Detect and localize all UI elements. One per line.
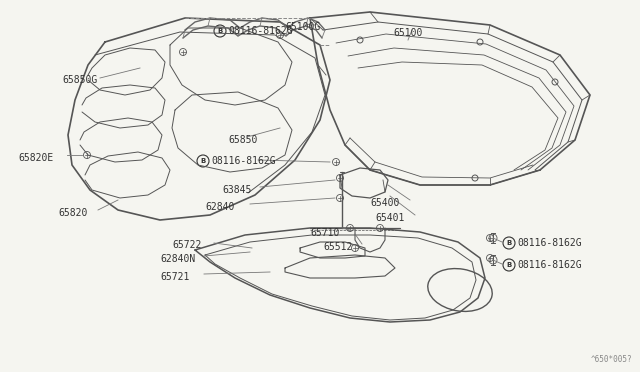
Text: B: B: [506, 262, 511, 268]
Text: B: B: [506, 240, 511, 246]
Text: B: B: [218, 28, 223, 34]
Text: 08116-8162G: 08116-8162G: [211, 156, 276, 166]
Text: ^650*005?: ^650*005?: [590, 355, 632, 364]
Text: 65100G: 65100G: [285, 22, 320, 32]
Text: 08116-8162G: 08116-8162G: [517, 260, 582, 270]
Text: B: B: [200, 158, 205, 164]
Text: 65820E: 65820E: [18, 153, 53, 163]
Text: 65400: 65400: [370, 198, 399, 208]
Text: 08116-8162G: 08116-8162G: [517, 238, 582, 248]
Text: 65820: 65820: [58, 208, 88, 218]
Text: 65401: 65401: [375, 213, 404, 223]
Text: 65850: 65850: [228, 135, 257, 145]
Text: 65722: 65722: [172, 240, 202, 250]
Text: 65850G: 65850G: [62, 75, 97, 85]
Text: 65721: 65721: [160, 272, 189, 282]
Text: 08116-8162G: 08116-8162G: [228, 26, 292, 36]
Text: 62840: 62840: [205, 202, 234, 212]
Text: 65512: 65512: [323, 242, 353, 252]
Text: 62840N: 62840N: [160, 254, 195, 264]
Text: 65710: 65710: [310, 228, 339, 238]
Text: 63845: 63845: [222, 185, 252, 195]
Text: 65100: 65100: [393, 28, 422, 38]
